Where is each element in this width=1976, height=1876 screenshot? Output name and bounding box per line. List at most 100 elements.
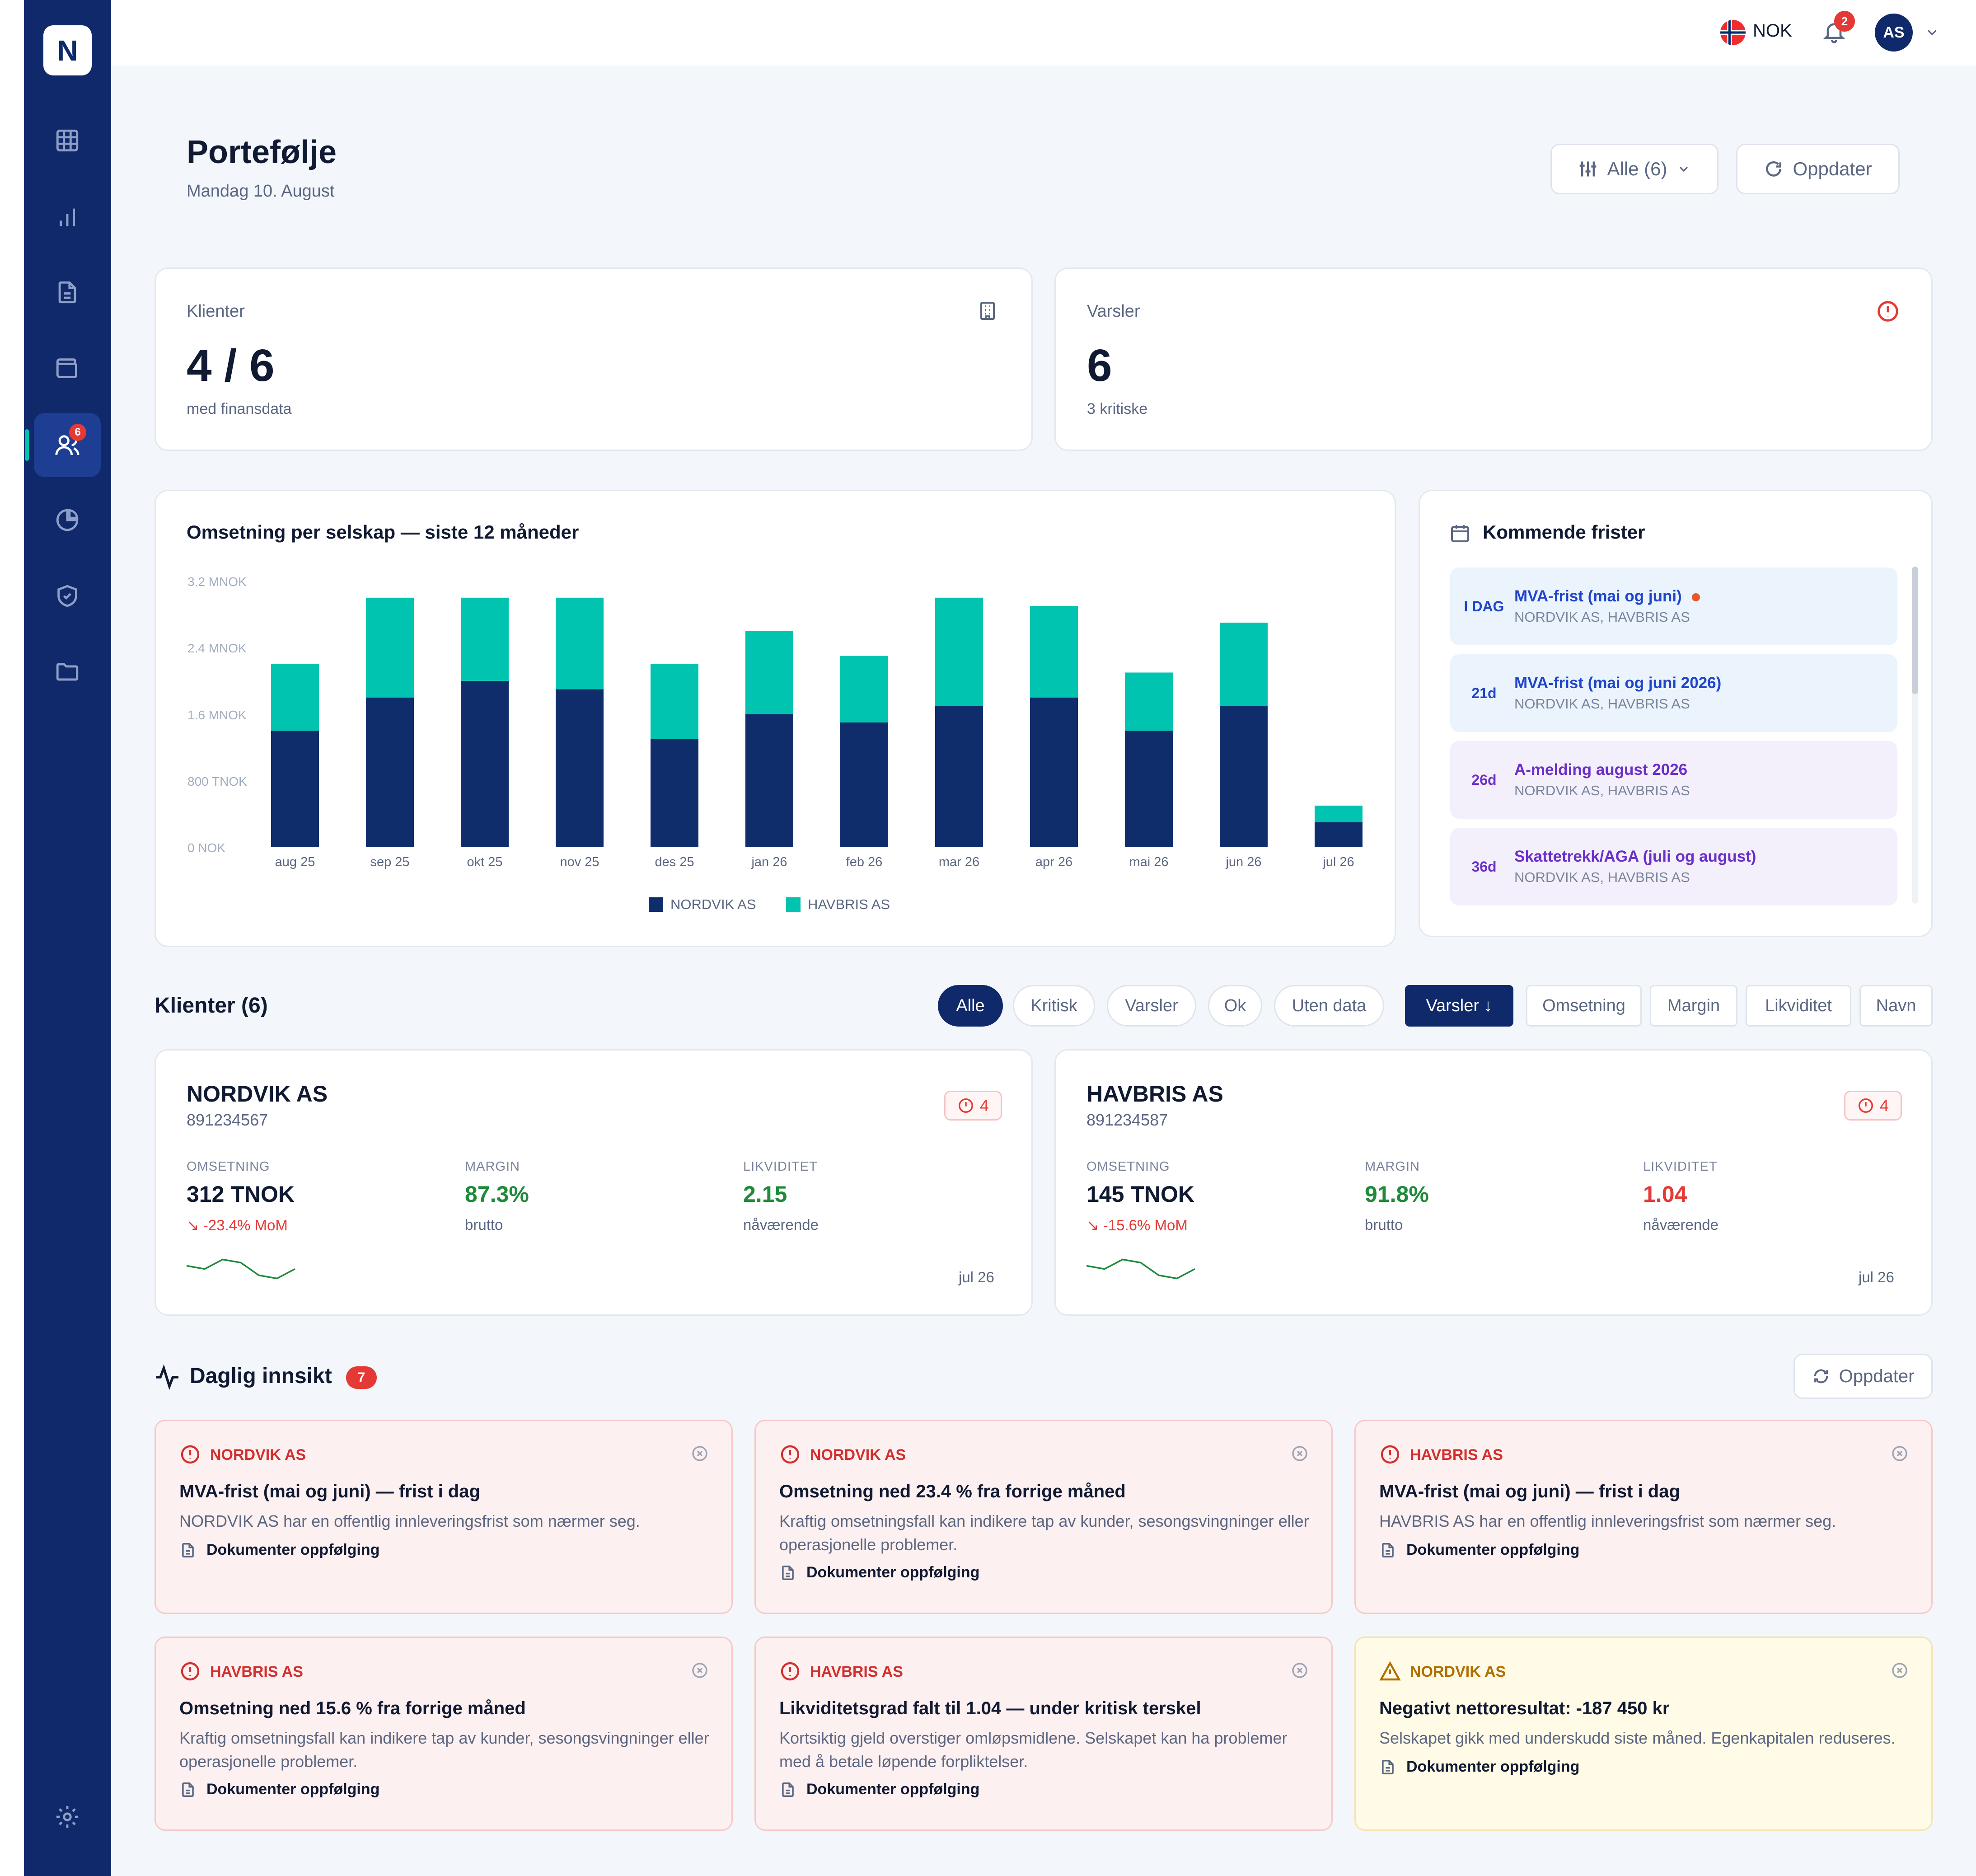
wallet-icon	[56, 358, 77, 378]
metric-sub-liquidity: nåværende	[1643, 1216, 1718, 1233]
sort-button-2[interactable]: Margin	[1650, 985, 1737, 1027]
client-alert-badge[interactable]: 4	[944, 1091, 1002, 1121]
dismiss-icon[interactable]	[691, 1661, 709, 1679]
insight-card[interactable]: HAVBRIS AS Likviditetsgrad falt til 1.04 …	[754, 1637, 1333, 1831]
chart-title: Omsetning per selskap — siste 12 måneder	[187, 521, 579, 543]
sidebar-item-dashboard[interactable]	[34, 108, 101, 173]
insight-card[interactable]: HAVBRIS AS Omsetning ned 15.6 % fra forri…	[155, 1637, 733, 1831]
deadline-item[interactable]: 36d Skattetrekk/AGA (juli og august) NORDV…	[1450, 828, 1897, 905]
client-org-number: 891234587	[1086, 1111, 1168, 1129]
refresh-label: Oppdater	[1793, 158, 1872, 179]
sidebar-item-documents[interactable]	[34, 260, 101, 324]
alert-circle-icon	[781, 1662, 800, 1681]
deadline-item[interactable]: 21d MVA-frist (mai og juni 2026) NORDVIK A…	[1450, 654, 1897, 732]
metric-value-liquidity: 1.04	[1643, 1182, 1687, 1207]
insight-card[interactable]: HAVBRIS AS MVA-frist (mai og juni) — fris…	[1354, 1420, 1933, 1614]
document-followup-button[interactable]: Dokumenter oppfølging	[179, 1781, 379, 1798]
stat-card-alerts	[1054, 267, 1933, 451]
settings-button[interactable]	[34, 1785, 101, 1849]
sort-button-0[interactable]: Varsler ↓	[1405, 985, 1513, 1027]
insights-refresh-button[interactable]: Oppdater	[1793, 1354, 1933, 1399]
insight-company: NORDVIK AS	[1410, 1663, 1506, 1680]
legend-item-nordvik: NORDVIK AS	[649, 896, 756, 913]
insight-company: HAVBRIS AS	[810, 1663, 903, 1680]
dismiss-icon[interactable]	[691, 1445, 709, 1463]
x-tick-label: feb 26	[846, 855, 883, 869]
page-date: Mandag 10. August	[187, 182, 335, 201]
x-tick-label: jun 26	[1226, 855, 1262, 869]
filter-pill-varsler[interactable]: Varsler	[1107, 985, 1196, 1027]
deadline-item[interactable]: I DAG MVA-frist (mai og juni) NORDVIK AS, …	[1450, 567, 1897, 645]
client-name: HAVBRIS AS	[1086, 1081, 1223, 1107]
sort-button-1[interactable]: Omsetning	[1526, 985, 1642, 1027]
sidebar-item-reports[interactable]	[34, 185, 101, 249]
sidebar: N 6	[24, 0, 111, 1876]
legend-item-havbris: HAVBRIS AS	[786, 896, 890, 913]
document-icon	[782, 1565, 794, 1580]
filter-button[interactable]: Alle (6)	[1550, 144, 1718, 194]
revenue-sparkline	[187, 1258, 295, 1280]
avatar[interactable]: AS	[1875, 14, 1913, 52]
refresh-icon	[1814, 1369, 1828, 1384]
sidebar-item-security[interactable]	[34, 564, 101, 628]
filter-pill-kritisk[interactable]: Kritisk	[1013, 985, 1095, 1027]
deadline-days: 26d	[1471, 771, 1497, 788]
filter-pill-uten-data[interactable]: Uten data	[1274, 985, 1384, 1027]
dismiss-icon[interactable]	[1891, 1445, 1909, 1463]
sliders-icon	[1580, 161, 1597, 177]
page-title: Portefølje	[187, 134, 337, 170]
sidebar-item-files[interactable]	[34, 640, 101, 704]
alert-circle-icon	[181, 1662, 200, 1681]
client-card[interactable]	[1054, 1049, 1933, 1316]
insight-description: Kraftig omsetningsfall kan indikere tap …	[779, 1512, 1309, 1554]
insight-card[interactable]: NORDVIK AS MVA-frist (mai og juni) — fris…	[155, 1420, 733, 1614]
deadline-title: A-melding august 2026	[1514, 761, 1688, 779]
insight-description: Kraftig omsetningsfall kan indikere tap …	[179, 1729, 709, 1771]
norway-flag-icon[interactable]	[1720, 20, 1746, 45]
sidebar-item-clients[interactable]: 6	[25, 413, 101, 477]
document-followup-button[interactable]: Dokumenter oppfølging	[1379, 1541, 1579, 1559]
insight-card[interactable]: NORDVIK AS Omsetning ned 23.4 % fra forri…	[754, 1420, 1333, 1614]
x-tick-label: jan 26	[751, 855, 787, 869]
currency-selector[interactable]: NOK	[1753, 21, 1792, 41]
y-tick-label: 3.2 MNOK	[187, 575, 247, 589]
document-followup-button[interactable]: Dokumenter oppfølging	[1379, 1758, 1579, 1776]
metric-sub-liquidity: nåværende	[743, 1216, 819, 1233]
client-alert-badge[interactable]: 4	[1844, 1091, 1902, 1121]
x-tick-label: sep 25	[370, 855, 410, 869]
document-followup-button[interactable]: Dokumenter oppfølging	[179, 1541, 379, 1559]
deadline-title: MVA-frist (mai og juni)	[1514, 587, 1700, 605]
dismiss-icon[interactable]	[1891, 1661, 1909, 1679]
filter-pill-ok[interactable]: Ok	[1208, 985, 1262, 1027]
sort-button-3[interactable]: Likviditet	[1746, 985, 1851, 1027]
dismiss-icon[interactable]	[1291, 1661, 1309, 1679]
app-logo[interactable]: N	[43, 25, 92, 75]
sidebar-item-analytics[interactable]	[34, 488, 101, 552]
metric-label-revenue: OMSETNING	[187, 1159, 270, 1174]
alert-circle-icon	[781, 1445, 800, 1464]
top-bar	[111, 0, 1976, 66]
sidebar-item-wallet[interactable]	[34, 336, 101, 400]
deadlines-scrollbar[interactable]	[1912, 567, 1918, 904]
sort-button-4[interactable]: Navn	[1859, 985, 1933, 1027]
document-followup-button[interactable]: Dokumenter oppfølging	[779, 1564, 979, 1581]
metric-label-liquidity: LIKVIDITET	[743, 1159, 818, 1174]
dismiss-icon[interactable]	[1291, 1445, 1309, 1463]
deadline-days: 21d	[1471, 685, 1497, 701]
stat-sub-alerts: 3 kritiske	[1087, 400, 1148, 417]
filter-pill-alle[interactable]: Alle	[938, 985, 1003, 1027]
client-card[interactable]	[155, 1049, 1033, 1316]
x-tick-label: jul 26	[1323, 855, 1354, 869]
insight-description: Kortsiktig gjeld overstiger omløpsmidlen…	[779, 1729, 1288, 1771]
refresh-button[interactable]: Oppdater	[1736, 144, 1900, 194]
document-followup-button[interactable]: Dokumenter oppfølging	[779, 1781, 979, 1798]
x-tick-label: mai 26	[1129, 855, 1169, 869]
metric-value-liquidity: 2.15	[743, 1182, 787, 1207]
insight-card[interactable]: NORDVIK AS Negativt nettoresultat: -187 4…	[1354, 1637, 1933, 1831]
x-tick-label: nov 25	[560, 855, 599, 869]
chevron-down-icon[interactable]	[1925, 25, 1939, 39]
deadline-companies: NORDVIK AS, HAVBRIS AS	[1514, 609, 1690, 625]
client-org-number: 891234567	[187, 1111, 268, 1129]
deadline-title: MVA-frist (mai og juni 2026)	[1514, 674, 1722, 692]
deadline-item[interactable]: 26d A-melding august 2026 NORDVIK AS, HAVB…	[1450, 741, 1897, 819]
